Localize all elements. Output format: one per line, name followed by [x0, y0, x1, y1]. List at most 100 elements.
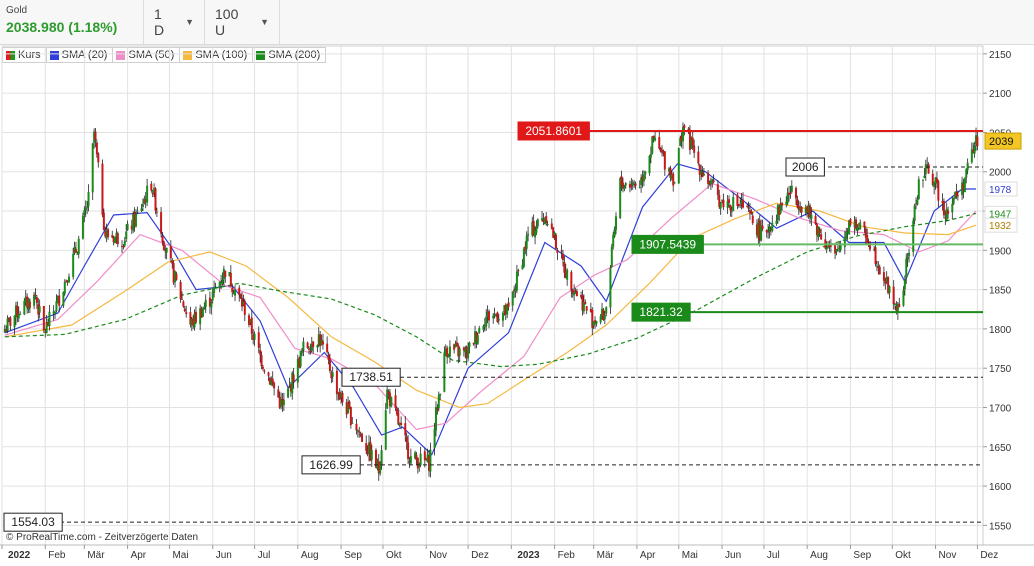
- candle-body: [638, 187, 641, 189]
- level-label-text: 2006: [792, 160, 819, 174]
- candle-body: [628, 183, 631, 188]
- candle-body: [790, 185, 793, 192]
- candle-body: [970, 149, 973, 163]
- candle-body: [437, 395, 440, 409]
- candle-body: [433, 428, 436, 449]
- candle-body: [945, 208, 948, 221]
- candle-body: [522, 248, 525, 267]
- candle-body: [933, 181, 936, 188]
- candle-body: [642, 174, 645, 182]
- candle-body: [944, 217, 947, 219]
- candle-body: [573, 291, 576, 296]
- candle-body: [527, 233, 530, 236]
- candle-body: [748, 210, 751, 213]
- candle-body: [280, 399, 283, 407]
- candle-body: [755, 224, 758, 236]
- candle-body: [827, 245, 830, 248]
- candle-body: [601, 308, 604, 317]
- candle-body: [171, 260, 174, 264]
- candle-body: [398, 422, 401, 426]
- candle-body: [859, 222, 862, 230]
- candle-body: [817, 226, 820, 237]
- legend-item-sma100[interactable]: SMA (100): [180, 48, 254, 62]
- candle-body: [818, 228, 821, 234]
- candle-body: [182, 301, 185, 307]
- candle-body: [130, 225, 133, 230]
- symbol-price: 2038.980 (1.18%): [6, 19, 118, 35]
- candle-body: [853, 221, 856, 228]
- level-label-box: [341, 367, 401, 387]
- candle-body: [291, 372, 294, 394]
- candle-body: [644, 171, 647, 175]
- candle-body: [302, 341, 305, 351]
- candle-body: [931, 173, 934, 185]
- interval-dropdown[interactable]: 1 D ▼: [143, 0, 204, 44]
- candle-body: [351, 422, 354, 424]
- candle-body: [621, 182, 624, 189]
- candle-body: [3, 329, 6, 333]
- candle-body: [542, 219, 545, 222]
- candle-body: [95, 142, 98, 155]
- candle-body: [179, 281, 182, 299]
- candle-body: [7, 317, 10, 319]
- candle-body: [915, 203, 918, 205]
- candle-body: [104, 231, 107, 237]
- legend-item-sma200[interactable]: SMA (200): [253, 48, 325, 62]
- candle-body: [679, 138, 682, 146]
- candle-body: [203, 306, 206, 310]
- candle-body: [560, 250, 563, 252]
- candle-body: [423, 451, 426, 460]
- candle-body: [506, 304, 509, 315]
- candle-body: [192, 318, 195, 326]
- candle-body: [796, 199, 799, 208]
- candle-body: [721, 199, 724, 201]
- legend-item-kurs[interactable]: Kurs: [3, 48, 47, 62]
- candle-body: [65, 280, 68, 282]
- candle-body: [379, 465, 382, 474]
- candle-body: [504, 304, 507, 315]
- candle-body: [514, 288, 517, 292]
- candle-body: [711, 179, 714, 181]
- candle-body: [107, 229, 110, 238]
- candle-body: [87, 192, 90, 207]
- candle-body: [141, 204, 144, 207]
- x-tick-label: 2023: [517, 550, 540, 561]
- candle-body: [937, 181, 940, 201]
- candle-body: [312, 341, 315, 348]
- candle-body: [151, 192, 154, 195]
- candle-body: [457, 345, 460, 357]
- y-tick-label: 2100: [989, 89, 1012, 100]
- candle-body: [545, 216, 548, 223]
- symbol-name: Gold: [6, 5, 28, 16]
- legend-label: Kurs: [18, 49, 41, 61]
- candle-body: [386, 389, 389, 409]
- candle-body: [296, 359, 299, 383]
- candle-body: [388, 392, 391, 407]
- candle-body: [553, 232, 556, 236]
- units-dropdown[interactable]: 100 U ▼: [204, 0, 279, 44]
- candle-body: [746, 205, 749, 207]
- candle-body: [122, 246, 125, 248]
- candle-body: [884, 280, 887, 284]
- candle-body: [444, 349, 447, 355]
- candle-body: [310, 343, 313, 352]
- candle-body: [730, 210, 733, 212]
- legend-item-sma50[interactable]: SMA (50): [113, 48, 181, 62]
- x-tick-label: Dez: [980, 550, 998, 561]
- candle-body: [923, 175, 926, 178]
- candle-body: [895, 306, 898, 313]
- candle-body: [807, 204, 810, 214]
- candle-body: [268, 377, 271, 385]
- candle-body: [634, 183, 637, 186]
- candle-body: [419, 453, 422, 466]
- candle-body: [208, 297, 211, 307]
- candle-body: [154, 188, 157, 211]
- candle-body: [462, 347, 465, 351]
- candle-body: [908, 252, 911, 257]
- candle-body: [561, 253, 564, 260]
- candle-body: [238, 287, 241, 295]
- candle-body: [892, 286, 895, 305]
- candle-body: [172, 263, 175, 283]
- candle-body: [758, 220, 761, 241]
